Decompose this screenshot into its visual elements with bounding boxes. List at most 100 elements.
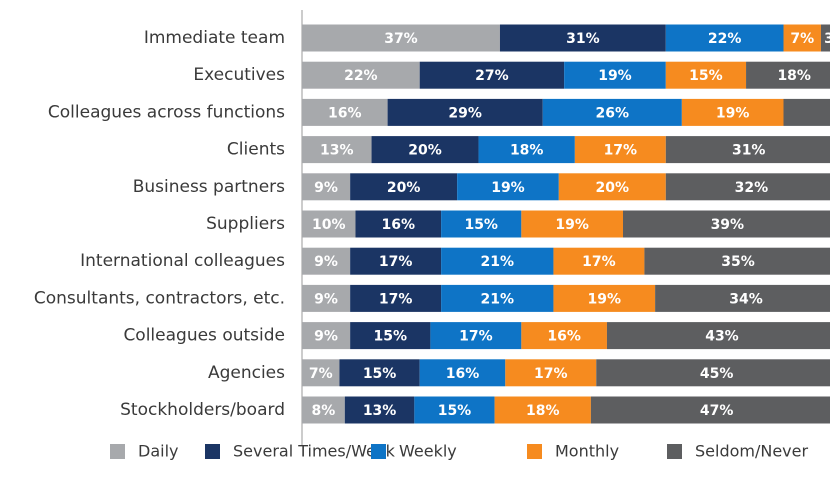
value-label: 37% — [384, 31, 418, 47]
legend-label: Seldom/Never — [695, 442, 808, 461]
category-label: Suppliers — [206, 214, 285, 234]
bar-segment — [783, 24, 821, 52]
value-label: 16% — [547, 329, 581, 345]
legend-swatch — [371, 444, 386, 459]
bar-segment — [302, 359, 340, 387]
bar-segment — [665, 136, 830, 164]
bar-segment — [302, 247, 351, 275]
bar-segment — [564, 61, 666, 89]
value-label: 13% — [320, 143, 354, 159]
category-label: Immediate team — [144, 28, 285, 48]
bar-segment — [623, 210, 830, 238]
bar-segment — [783, 98, 830, 126]
bar-segment — [302, 98, 388, 126]
value-label: 8% — [312, 403, 336, 419]
value-label: 20% — [596, 180, 630, 196]
value-label: 31% — [566, 31, 600, 47]
value-label: 19% — [588, 291, 622, 307]
bar-segment — [681, 98, 784, 126]
bar-segment — [350, 173, 458, 201]
bar-segment — [419, 61, 565, 89]
bar-segment — [302, 284, 351, 312]
bar-segment — [478, 136, 575, 164]
value-label: 17% — [379, 254, 413, 270]
bar-segment — [665, 61, 747, 89]
value-label: 7% — [309, 366, 333, 382]
bar-segment — [542, 98, 682, 126]
value-label: 19% — [598, 68, 632, 84]
value-label: 19% — [555, 217, 589, 233]
value-label: 20% — [408, 143, 442, 159]
value-label: 15% — [374, 329, 408, 345]
bar-segment — [350, 322, 431, 350]
bar-segment — [644, 247, 830, 275]
bar-segment — [302, 322, 351, 350]
value-label: 15% — [464, 217, 498, 233]
value-label: 18% — [510, 143, 544, 159]
bar-segment — [521, 210, 623, 238]
value-label: 18% — [526, 403, 560, 419]
value-label: 20% — [387, 180, 421, 196]
value-label: 21% — [481, 291, 515, 307]
value-label: 22% — [344, 68, 378, 84]
legend-label: Weekly — [399, 442, 457, 461]
value-label: 19% — [491, 180, 525, 196]
value-label: 13% — [363, 403, 397, 419]
value-label: 15% — [363, 366, 397, 382]
category-label: International colleagues — [80, 251, 285, 271]
value-label: 9% — [314, 291, 338, 307]
value-label: 17% — [459, 329, 493, 345]
bar-segment — [665, 24, 784, 52]
legend-swatch — [527, 444, 542, 459]
bar-segment — [302, 24, 500, 52]
bar-segment — [746, 61, 830, 89]
legend-label: Monthly — [555, 442, 619, 461]
bar-segment — [494, 396, 591, 424]
bar-segment — [505, 359, 597, 387]
value-label: 45% — [700, 366, 734, 382]
value-label: 29% — [448, 105, 482, 121]
bar-segment — [665, 173, 830, 201]
bar-segment — [590, 396, 830, 424]
bar-segment — [574, 136, 666, 164]
category-label: Colleagues across functions — [48, 102, 285, 122]
bar-segment — [344, 396, 415, 424]
category-label: Stockholders/board — [120, 400, 285, 420]
bar-segment — [558, 173, 666, 201]
bar-segment — [521, 322, 607, 350]
value-label: 16% — [328, 105, 362, 121]
bar-segment — [441, 284, 554, 312]
bar-segment — [355, 210, 442, 238]
bar-segment — [820, 24, 830, 52]
value-label: 17% — [604, 143, 638, 159]
value-label: 10% — [312, 217, 346, 233]
value-label: 17% — [582, 254, 616, 270]
bar-segment — [553, 247, 645, 275]
value-label: 43% — [705, 329, 739, 345]
category-label: Consultants, contractors, etc. — [34, 288, 285, 308]
bar-segment — [302, 61, 420, 89]
value-label: 47% — [700, 403, 734, 419]
category-label: Executives — [193, 65, 285, 85]
value-label: 16% — [382, 217, 416, 233]
bar-segment — [371, 136, 479, 164]
value-label: 35% — [721, 254, 755, 270]
legend-swatch — [110, 444, 125, 459]
legend-swatch — [667, 444, 682, 459]
bar-segment — [302, 210, 356, 238]
legend-label: Daily — [138, 442, 178, 461]
value-label: 17% — [534, 366, 568, 382]
category-label: Clients — [227, 140, 285, 160]
bar-segment — [499, 24, 666, 52]
category-label: Agencies — [208, 363, 285, 383]
category-label: Business partners — [133, 177, 285, 197]
value-label: 9% — [314, 329, 338, 345]
bar-segment — [441, 210, 522, 238]
value-label: 34% — [729, 291, 763, 307]
bar-segment — [302, 136, 372, 164]
value-label: 17% — [379, 291, 413, 307]
value-label: 16% — [446, 366, 480, 382]
value-label: 27% — [475, 68, 509, 84]
value-label: 39% — [711, 217, 745, 233]
